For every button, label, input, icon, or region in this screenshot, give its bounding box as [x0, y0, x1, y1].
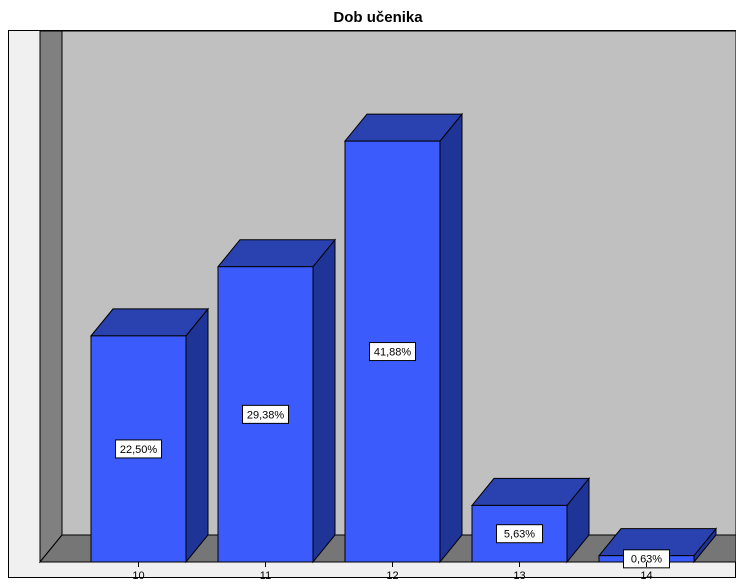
x-tick-label: 10: [132, 570, 144, 582]
value-label-box: [623, 549, 670, 569]
value-label: 0,63%: [631, 554, 662, 566]
bar-side: [185, 307, 209, 564]
value-label-box: [496, 524, 543, 544]
bar-group: 5,63%: [470, 477, 591, 564]
value-label-box: [242, 404, 289, 424]
value-label: 22,50%: [120, 444, 158, 456]
bar-side: [312, 238, 336, 564]
side-wall: [39, 30, 63, 564]
value-label: 41,88%: [374, 346, 412, 358]
bar-group: 22,50%: [89, 307, 210, 564]
value-label-box: [369, 342, 416, 362]
x-tick-label: 11: [260, 570, 271, 582]
bar-side: [439, 112, 463, 564]
bar-group: 41,88%: [343, 112, 464, 564]
bar-group: 0,63%: [597, 527, 718, 569]
chart-title: Dob učenika: [333, 9, 423, 26]
bar-group: 29,38%: [216, 238, 337, 564]
x-tick-label: 14: [640, 570, 652, 582]
value-label-box: [115, 439, 162, 459]
value-label: 29,38%: [247, 409, 285, 421]
x-tick-label: 13: [513, 570, 525, 582]
x-tick-label: 12: [386, 570, 398, 582]
value-label: 5,63%: [504, 529, 535, 541]
